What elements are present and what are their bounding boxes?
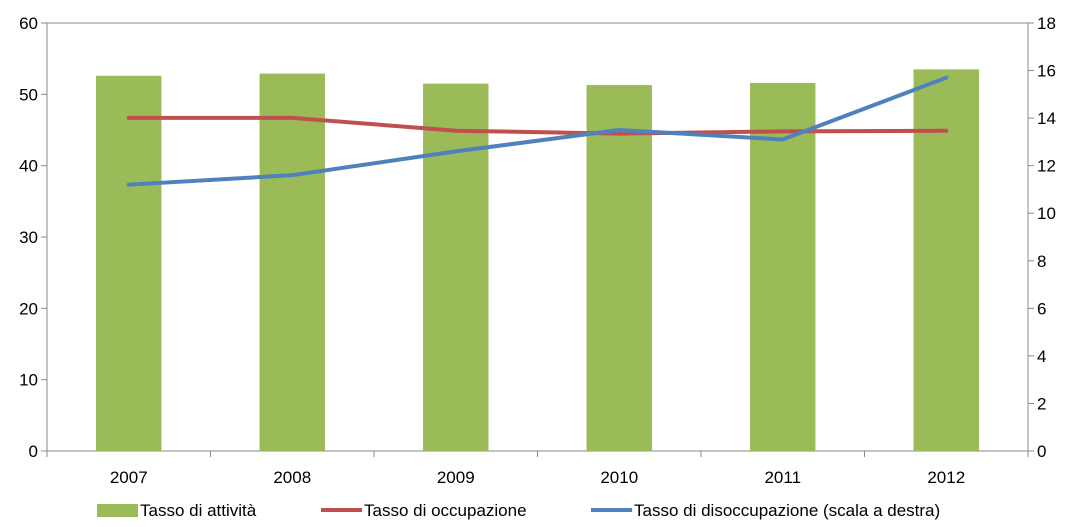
x-tick-label: 2009: [437, 468, 475, 487]
right-tick-label: 18: [1037, 14, 1056, 33]
right-tick-label: 12: [1037, 157, 1056, 176]
left-tick-label: 10: [19, 371, 38, 390]
x-axis: 2007 2008 2009 2010 2011 2012: [46, 451, 1029, 487]
right-tick-label: 8: [1037, 252, 1046, 271]
left-tick-label: 30: [19, 228, 38, 247]
left-tick-label: 0: [29, 442, 38, 461]
bar-2007: [96, 75, 162, 451]
right-tick-label: 4: [1037, 347, 1046, 366]
right-tick-label: 14: [1037, 109, 1056, 128]
plot-area: [46, 22, 1029, 452]
bar-2008: [259, 73, 325, 451]
legend-swatch-attivita: [97, 504, 138, 517]
left-tick-label: 20: [19, 299, 38, 318]
legend-label-attivita: Tasso di attività: [140, 501, 257, 520]
legend-label-occupazione: Tasso di occupazione: [364, 501, 527, 520]
right-tick-label: 6: [1037, 299, 1046, 318]
left-tick-label: 60: [19, 14, 38, 33]
x-tick-label: 2011: [764, 468, 801, 487]
bar-2012: [913, 69, 979, 451]
right-tick-label: 10: [1037, 204, 1056, 223]
bar-2009: [423, 83, 489, 451]
line-disoccupazione: [126, 75, 949, 187]
left-tick-label: 40: [19, 157, 38, 176]
right-tick-label: 16: [1037, 62, 1056, 81]
bar-2011: [750, 82, 816, 452]
right-tick-label: 0: [1037, 442, 1046, 461]
x-tick-label: 2012: [927, 468, 965, 487]
legend: Tasso di attività Tasso di occupazione Tas…: [97, 501, 940, 520]
x-tick-label: 2007: [110, 468, 148, 487]
legend-label-disoccupazione: Tasso di disoccupazione (scala a destra): [634, 501, 940, 520]
bar-2010: [586, 85, 652, 451]
x-tick-label: 2010: [600, 468, 638, 487]
bars-layer: [96, 69, 979, 452]
right-tick-label: 2: [1037, 394, 1046, 413]
x-tick-label: 2008: [273, 468, 311, 487]
left-axis: 0 10 20 30 40 50 60: [19, 14, 47, 461]
left-tick-label: 50: [19, 85, 38, 104]
right-axis: 0 2 4 6 8 10 12 14 16 18: [1028, 14, 1056, 461]
lines-layer: [126, 75, 949, 187]
